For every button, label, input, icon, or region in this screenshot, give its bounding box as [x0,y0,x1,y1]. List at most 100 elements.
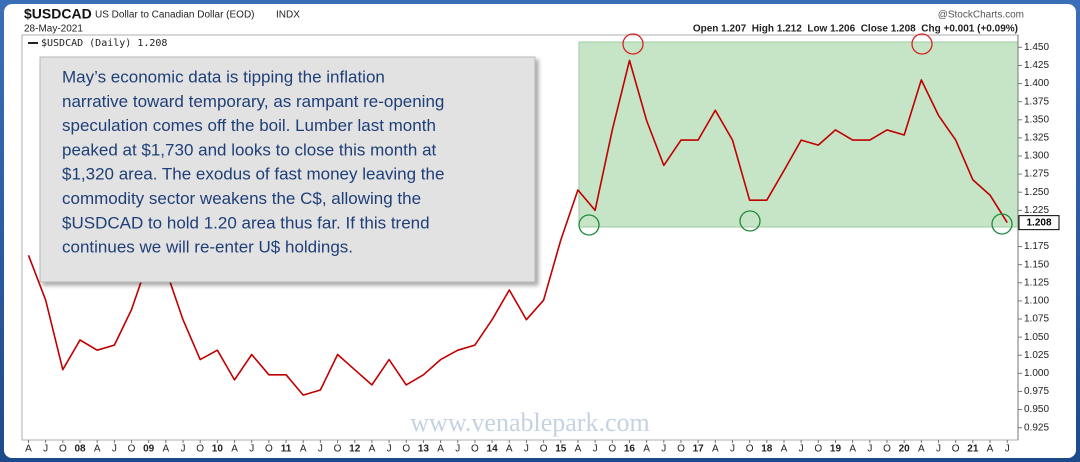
y-tick-label: 1.050 [1024,332,1049,343]
circle-low [578,214,600,236]
annotation-line: peaked at $1,730 and looks to close this… [62,140,437,159]
x-tick-label: 21 [967,444,979,455]
annotation-line: May’s economic data is tipping the infla… [62,67,385,86]
x-tick-label: 15 [555,444,567,455]
x-tick-label: J [1005,444,1010,455]
x-tick-label: 12 [349,444,361,455]
x-tick-label: O [334,444,342,455]
x-tick-label: A [94,444,101,455]
x-tick-label: O [746,444,754,455]
x-tick-label: A [712,444,719,455]
x-tick-label: 09 [143,444,155,455]
x-tick-label: O [814,444,822,455]
y-tick-label: 1.025 [1024,350,1049,361]
x-tick-label: J [867,444,872,455]
annotation-line: $1,320 area. The exodus of fast money le… [62,165,444,184]
y-tick-label: 1.125 [1024,277,1049,288]
y-tick-label: 1.350 [1024,114,1049,125]
legend-name: $USDCAD (Daily) [41,38,131,49]
y-tick-label: 0.975 [1024,386,1049,397]
x-tick-label: J [524,444,529,455]
price-line [27,59,1008,396]
x-tick-label: O [608,444,616,455]
y-tick-label: 1.400 [1024,78,1049,89]
x-tick-label: O [196,444,204,455]
x-tick-label: 16 [624,444,636,455]
y-tick-label: 1.325 [1024,133,1049,144]
y-tick-label: 1.225 [1024,205,1049,216]
circle-low [991,213,1013,235]
x-tick-label: J [799,444,804,455]
x-tick-label: 08 [74,444,86,455]
last-value-label: 1.208 [1026,217,1051,228]
annotation-line: speculation comes off the boil. Lumber l… [62,116,436,135]
y-tick-label: 1.100 [1024,296,1049,307]
y-tick-label: 0.950 [1024,404,1049,415]
x-tick-label: A [231,444,238,455]
plot: 0.925 0.950 0.975 1.000 1.025 1.050 1.075 1.100… [25,35,1060,455]
x-tick-label: A [987,444,994,455]
y-tick-label: 1.000 [1024,368,1049,379]
x-tick-label: A [575,444,582,455]
x-tick-label: O [402,444,410,455]
x-tick-label: 18 [761,444,773,455]
x-tick-label: J [249,444,254,455]
x-tick-label: 13 [418,444,430,455]
y-tick-label: 1.300 [1024,151,1049,162]
y-tick-label: 1.450 [1024,42,1049,53]
x-tick-label: O [952,444,960,455]
y-tick-label: 1.150 [1024,259,1049,270]
x-tick-label: J [661,444,666,455]
x-tick-label: J [181,444,186,455]
x-tick-label: O [471,444,479,455]
circle-low [739,210,761,232]
x-tick-label: A [918,444,925,455]
annotation-line: narrative toward temporary, as rampant r… [62,92,444,111]
exchange: INDX [276,10,300,21]
x-tick-label: A [643,444,650,455]
legend: $USDCAD (Daily) 1.208 [41,38,167,49]
x-tick-label: A [437,444,444,455]
circle-high [622,33,644,55]
x-tick-label: J [318,444,323,455]
chart-title: $USDCAD [24,6,92,22]
annotation: May’s economic data is tipping the infla… [62,67,444,256]
x-tick-label: O [883,444,891,455]
x-tick-label: J [936,444,941,455]
x-tick-label: A [781,444,788,455]
x-tick-label: A [25,444,32,455]
watermark: www.venablepark.com [410,408,649,437]
source: @StockCharts.com [938,10,1024,21]
x-tick-label: J [43,444,48,455]
x-tick-label: J [730,444,735,455]
x-tick-label: J [387,444,392,455]
date: 28-May-2021 [24,24,83,35]
x-tick-label: O [677,444,685,455]
x-tick-label: J [455,444,460,455]
x-tick-label: 10 [212,444,224,455]
x-tick-label: 19 [830,444,842,455]
x-tick-label: A [163,444,170,455]
legend-value: 1.208 [137,38,167,49]
x-tick-label: 20 [899,444,911,455]
subtitle: US Dollar to Canadian Dollar (EOD) [95,10,255,21]
circle-high [911,33,933,55]
annotation-line: continues we will re-enter U$ holdings. [62,238,353,257]
x-tick-label: 17 [693,444,705,455]
x-tick-label: J [112,444,117,455]
x-tick-label: A [369,444,376,455]
annotation-line: $USDCAD to hold 1.20 area thus far. If t… [62,213,430,232]
stats: Open 1.207 High 1.212 Low 1.206 Close 1.… [693,24,1018,35]
y-tick-label: 1.075 [1024,314,1049,325]
x-tick-label: O [265,444,273,455]
x-tick-label: A [506,444,513,455]
x-tick-label: O [540,444,548,455]
annotation-line: commodity sector weakens the C$, allowin… [62,189,421,208]
x-tick-label: 14 [487,444,499,455]
annotation-box [39,56,536,283]
x-tick-label: O [59,444,67,455]
y-tick-label: 1.375 [1024,96,1049,107]
x-tick-label: A [300,444,307,455]
y-tick-label: 1.175 [1024,241,1049,252]
